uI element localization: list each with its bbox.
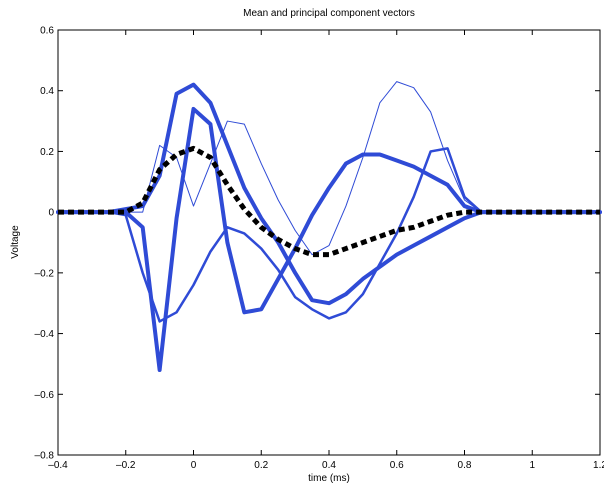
ticks-layer: –0.4 –0.2 0 0.2 0.4 0.6 0.8 1 1.2 –0.8 –0.6 –0.4 –0.… [35, 26, 604, 472]
plot-area [57, 29, 601, 456]
y-tick-label: 0 [48, 208, 54, 219]
y-tick-label: 0.2 [40, 147, 54, 158]
series-line-1 [56, 82, 602, 306]
y-tick-label: –0.4 [35, 329, 55, 340]
x-tick-label: –0.4 [48, 460, 68, 471]
x-tick-label: 0 [191, 460, 197, 471]
x-tick-label: 0.6 [390, 460, 404, 471]
series-layer [56, 81, 602, 372]
y-tick-label: –0.6 [35, 390, 55, 401]
x-tick-label: –0.2 [116, 460, 136, 471]
y-tick-label: –0.2 [35, 268, 55, 279]
chart-title: Mean and principal component vectors [243, 8, 415, 19]
series-line-3 [56, 147, 602, 323]
x-tick-label: 1 [529, 460, 535, 471]
y-axis-title: Voltage [10, 225, 21, 259]
y-tick-label: –0.8 [35, 451, 55, 462]
x-tick-label: 0.2 [254, 460, 268, 471]
series-line-5 [58, 145, 600, 258]
x-tick-label: 0.4 [322, 460, 336, 471]
y-tick-label: 0.4 [40, 86, 54, 97]
series-line-2 [56, 106, 602, 372]
x-tick-label: 0.8 [458, 460, 472, 471]
x-axis-title: time (ms) [308, 473, 350, 484]
x-tick-label: 1.2 [593, 460, 604, 471]
series-line-4 [57, 81, 601, 256]
y-tick-label: 0.6 [40, 26, 54, 37]
